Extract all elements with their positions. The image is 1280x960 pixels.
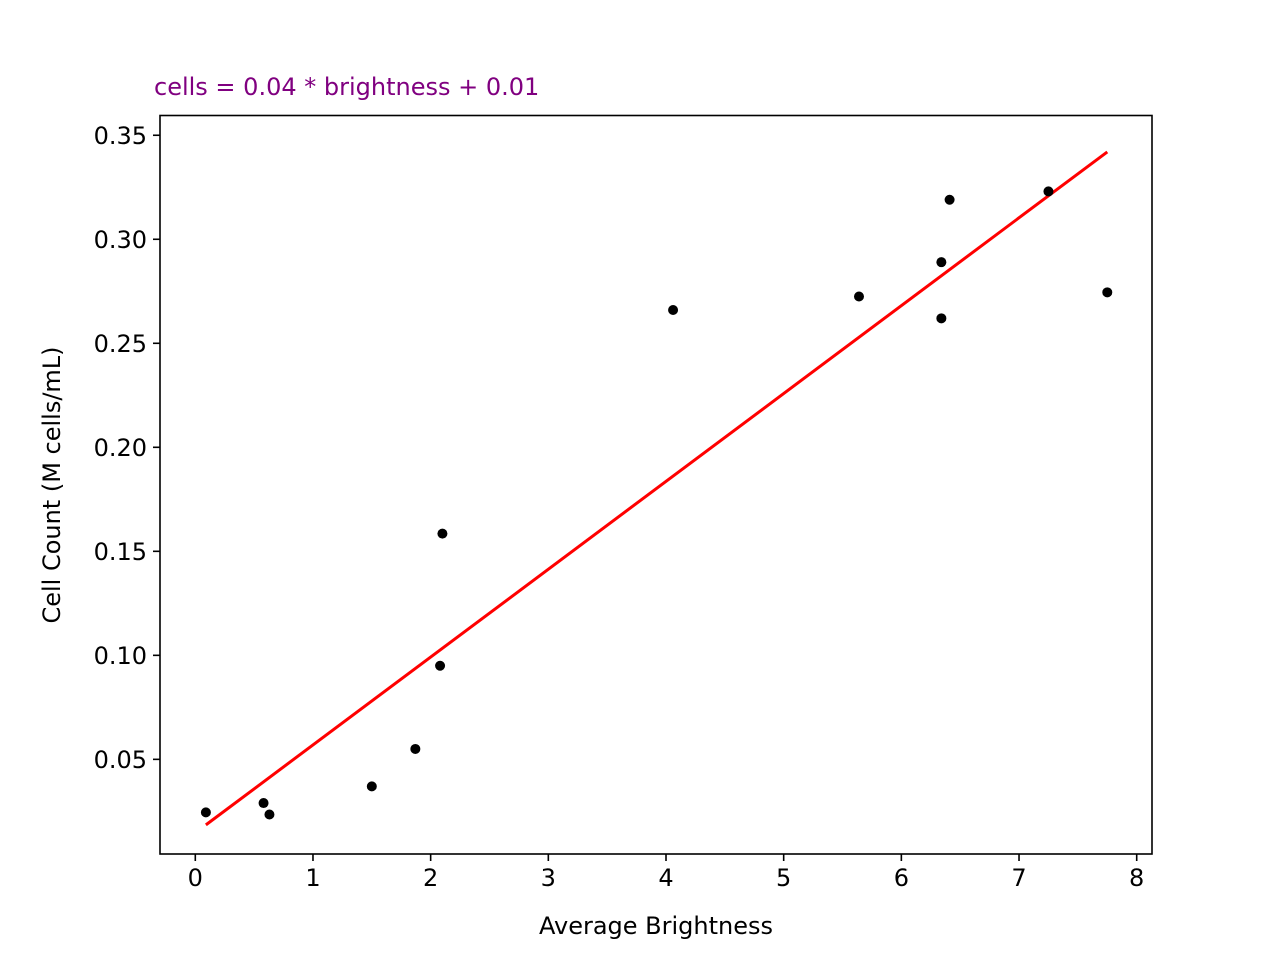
x-tick-label: 6 xyxy=(894,864,909,892)
x-tick-label: 3 xyxy=(541,864,556,892)
data-point xyxy=(410,743,421,754)
y-tick-label: 0.05 xyxy=(94,746,147,774)
y-tick-label: 0.25 xyxy=(94,330,147,358)
plot-area xyxy=(200,150,1113,827)
data-point xyxy=(936,257,947,268)
data-point xyxy=(437,528,448,539)
x-tick-label: 0 xyxy=(188,864,203,892)
x-axis-label: Average Brightness xyxy=(539,912,773,940)
x-tick-label: 7 xyxy=(1011,864,1026,892)
data-point xyxy=(366,781,377,792)
x-tick-label: 2 xyxy=(423,864,438,892)
data-point xyxy=(936,313,947,324)
data-point xyxy=(1043,186,1054,197)
data-point xyxy=(944,194,955,205)
chart-title: cells = 0.04 * brightness + 0.01 xyxy=(154,73,539,101)
y-axis-label: Cell Count (M cells/mL) xyxy=(38,346,66,623)
x-tick-label: 4 xyxy=(658,864,673,892)
y-tick-label: 0.10 xyxy=(94,642,147,670)
regression-line xyxy=(204,150,1109,827)
x-tick-label: 5 xyxy=(776,864,791,892)
data-point xyxy=(264,809,275,820)
plot-frame xyxy=(159,114,1153,855)
y-tick-label: 0.15 xyxy=(94,538,147,566)
x-tick-label: 1 xyxy=(305,864,320,892)
data-point xyxy=(1102,287,1113,298)
x-tick-label: 8 xyxy=(1129,864,1144,892)
y-tick-label: 0.30 xyxy=(94,226,147,254)
data-point xyxy=(435,660,446,671)
x-axis-ticks: 0 1 2 3 4 5 6 7 8 xyxy=(188,854,1144,892)
y-axis-ticks: 0.05 0.10 0.15 0.20 0.25 0.30 0.35 xyxy=(94,122,160,774)
data-point xyxy=(258,798,269,809)
y-tick-label: 0.35 xyxy=(94,122,147,150)
data-point xyxy=(200,807,211,818)
y-tick-label: 0.20 xyxy=(94,434,147,462)
data-point xyxy=(668,305,679,316)
data-point xyxy=(853,291,864,302)
